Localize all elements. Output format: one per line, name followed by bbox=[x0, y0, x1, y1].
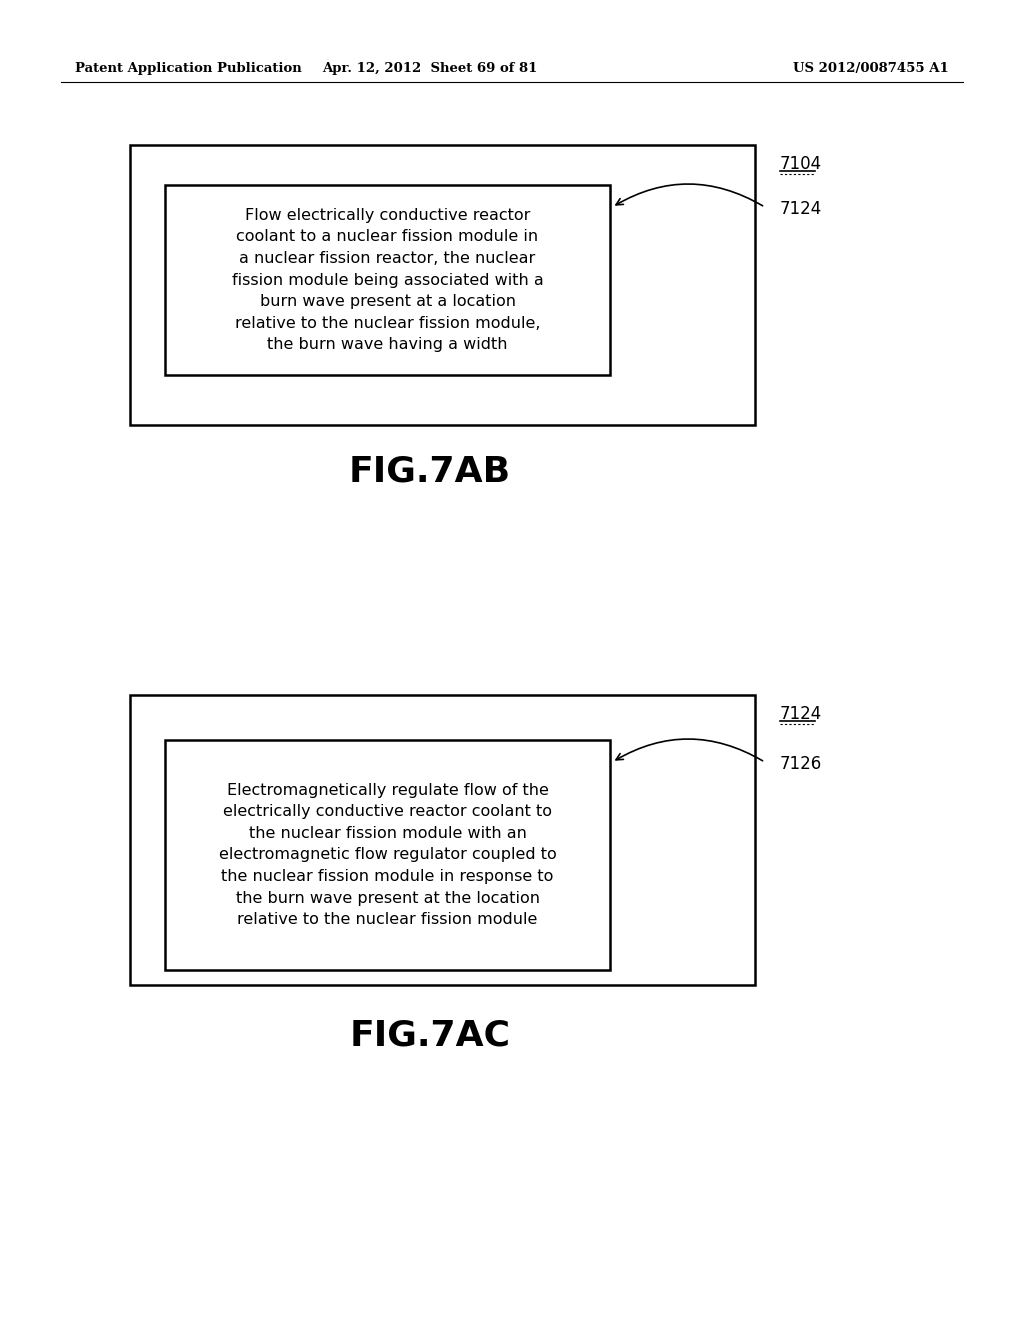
Text: Electromagnetically regulate flow of the
electrically conductive reactor coolant: Electromagnetically regulate flow of the… bbox=[219, 783, 556, 927]
Bar bbox=[165, 741, 610, 970]
Text: FIG.7AC: FIG.7AC bbox=[349, 1018, 511, 1052]
Text: Patent Application Publication: Patent Application Publication bbox=[75, 62, 302, 75]
Text: US 2012/0087455 A1: US 2012/0087455 A1 bbox=[794, 62, 949, 75]
Bar bbox=[130, 145, 755, 425]
Text: 7126: 7126 bbox=[780, 755, 822, 774]
Text: Flow electrically conductive reactor
coolant to a nuclear fission module in
a nu: Flow electrically conductive reactor coo… bbox=[231, 207, 544, 352]
Text: 7104: 7104 bbox=[780, 154, 822, 173]
Text: Apr. 12, 2012  Sheet 69 of 81: Apr. 12, 2012 Sheet 69 of 81 bbox=[323, 62, 538, 75]
Text: 7124: 7124 bbox=[780, 201, 822, 218]
Text: FIG.7AB: FIG.7AB bbox=[349, 455, 511, 488]
Bar bbox=[130, 696, 755, 985]
Bar bbox=[165, 185, 610, 375]
Text: 7124: 7124 bbox=[780, 705, 822, 723]
